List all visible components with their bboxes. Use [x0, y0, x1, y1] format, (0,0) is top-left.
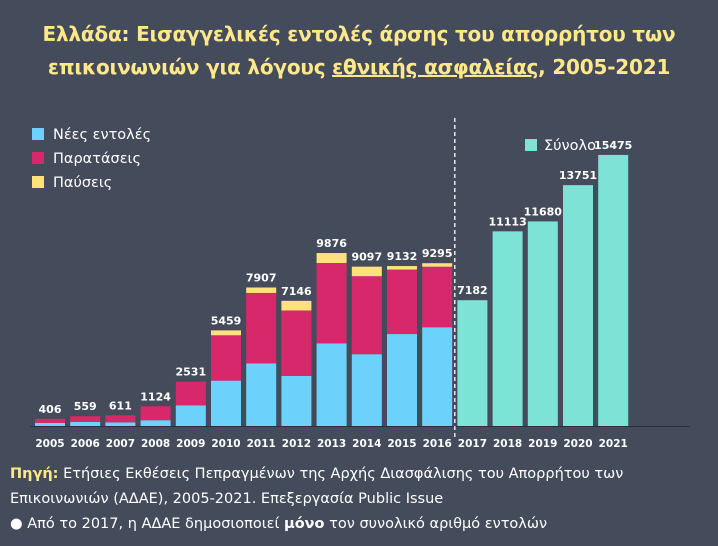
tick-label-2021: 2021 — [599, 438, 628, 450]
tick-label-2018: 2018 — [493, 438, 522, 450]
source-note: ● Από το 2017, η ΑΔΑΕ δημοσιοποιεί μόνο … — [10, 516, 547, 532]
source-label: Πηγή: — [10, 466, 59, 482]
bar-extensions-2016 — [422, 266, 453, 328]
tick-label-2013: 2013 — [317, 438, 346, 450]
title-underlined: εθνικής ασφαλείας — [332, 55, 539, 79]
bar-new-2011 — [246, 363, 277, 426]
bar-extensions-2005 — [35, 418, 65, 423]
bar-new-2008 — [140, 420, 171, 426]
title-prefix: επικοινωνιών για λόγους — [47, 55, 333, 79]
data-label-2005: 406 — [39, 403, 62, 416]
legend-label-stops: Παύσεις — [53, 175, 112, 191]
legend-swatch-extensions — [32, 152, 44, 164]
bar-new-2010 — [211, 380, 241, 426]
data-label-2008: 1124 — [140, 390, 171, 403]
data-label-2015: 9132 — [387, 250, 418, 263]
bar-extensions-2009 — [175, 381, 206, 406]
legend-swatch-stops — [32, 176, 44, 188]
note-emphasis: μόνο — [284, 516, 325, 532]
bar-total-2018 — [492, 231, 523, 426]
tick-label-2012: 2012 — [282, 438, 311, 450]
bar-extensions-2014 — [351, 276, 382, 355]
bar-stops-2014 — [351, 266, 382, 277]
bar-chart: 406 2005 559 2006 611 2007 1124 2008 2531 2009 545… — [30, 118, 690, 450]
chart-title-line1: Ελλάδα: Εισαγγελικές εντολές άρσης του α… — [42, 22, 676, 46]
bar-new-2012 — [281, 375, 312, 426]
data-label-2018: 11113 — [488, 215, 526, 228]
chart-title-line2: επικοινωνιών για λόγους εθνικής ασφαλεία… — [0, 55, 718, 79]
tick-label-2005: 2005 — [35, 438, 64, 450]
tick-label-2011: 2011 — [247, 438, 276, 450]
bar-total-2020 — [563, 185, 593, 426]
bar-total-2019 — [527, 221, 558, 426]
bar-new-2015 — [387, 334, 417, 426]
tick-label-2008: 2008 — [141, 438, 170, 450]
bar-stops-2010 — [211, 330, 241, 336]
legend-swatch-new — [32, 128, 44, 140]
tick-label-2017: 2017 — [458, 438, 487, 450]
bar-total-2017 — [457, 300, 488, 426]
tick-label-2015: 2015 — [387, 438, 416, 450]
tick-label-2010: 2010 — [211, 438, 240, 450]
bar-stops-2011 — [246, 287, 277, 293]
bar-extensions-2008 — [140, 406, 171, 421]
note-suffix: τον συνολικό αριθμό εντολών — [324, 516, 548, 532]
bar-stops-2016 — [422, 263, 453, 267]
note-prefix: ● Από το 2017, η ΑΔΑΕ δημοσιοποιεί — [10, 516, 285, 532]
data-label-2013: 9876 — [316, 237, 347, 250]
data-label-2019: 11680 — [524, 205, 563, 218]
tick-label-2009: 2009 — [176, 438, 205, 450]
bar-new-2014 — [351, 354, 382, 426]
bar-extensions-2011 — [246, 292, 277, 364]
bar-new-2006 — [70, 421, 101, 426]
data-label-2021: 15475 — [594, 139, 632, 152]
data-label-2012: 7146 — [281, 285, 312, 298]
tick-label-2006: 2006 — [71, 438, 100, 450]
tick-label-2019: 2019 — [528, 438, 557, 450]
source-line2: Επικοινωνιών (ΑΔΑΕ), 2005-2021. Επεξεργα… — [10, 491, 444, 507]
legend-label-total: Σύνολο — [544, 138, 596, 154]
tick-label-2016: 2016 — [423, 438, 452, 450]
data-label-2010: 5459 — [211, 314, 242, 327]
data-label-2011: 7907 — [246, 272, 277, 285]
bar-extensions-2012 — [281, 310, 312, 376]
bar-new-2007 — [105, 422, 136, 426]
legend-label-extensions: Παρατάσεις — [53, 151, 141, 167]
data-label-2014: 9097 — [351, 251, 382, 264]
data-label-2017: 7182 — [457, 284, 488, 297]
data-label-2006: 559 — [74, 400, 97, 413]
bar-extensions-2013 — [316, 263, 347, 344]
bar-new-2009 — [175, 405, 206, 426]
bar-extensions-2015 — [387, 269, 417, 335]
data-label-2020: 13751 — [559, 169, 597, 182]
data-label-2016: 9295 — [422, 247, 453, 260]
data-label-2009: 2531 — [175, 366, 206, 379]
bar-stops-2015 — [387, 266, 417, 270]
source-line1: Πηγή: Ετήσιες Εκθέσεις Πεπραγμένων της Α… — [10, 466, 623, 482]
source-text1: Ετήσιες Εκθέσεις Πεπραγμένων της Αρχής Δ… — [58, 466, 624, 482]
bar-total-2021 — [598, 154, 629, 426]
title-suffix: , 2005-2021 — [538, 55, 671, 79]
bar-new-2016 — [422, 327, 453, 426]
tick-label-2007: 2007 — [106, 438, 135, 450]
tick-label-2014: 2014 — [352, 438, 381, 450]
bar-extensions-2007 — [105, 415, 136, 423]
bar-extensions-2006 — [70, 416, 101, 422]
data-label-2007: 611 — [109, 399, 132, 412]
legend-label-new: Νέες εντολές — [53, 127, 151, 143]
bar-extensions-2010 — [211, 335, 241, 381]
tick-label-2020: 2020 — [563, 438, 592, 450]
bar-stops-2013 — [316, 253, 347, 264]
bar-new-2005 — [35, 422, 65, 426]
bar-new-2013 — [316, 343, 347, 426]
bar-stops-2012 — [281, 300, 312, 311]
legend-swatch-total — [525, 139, 537, 151]
